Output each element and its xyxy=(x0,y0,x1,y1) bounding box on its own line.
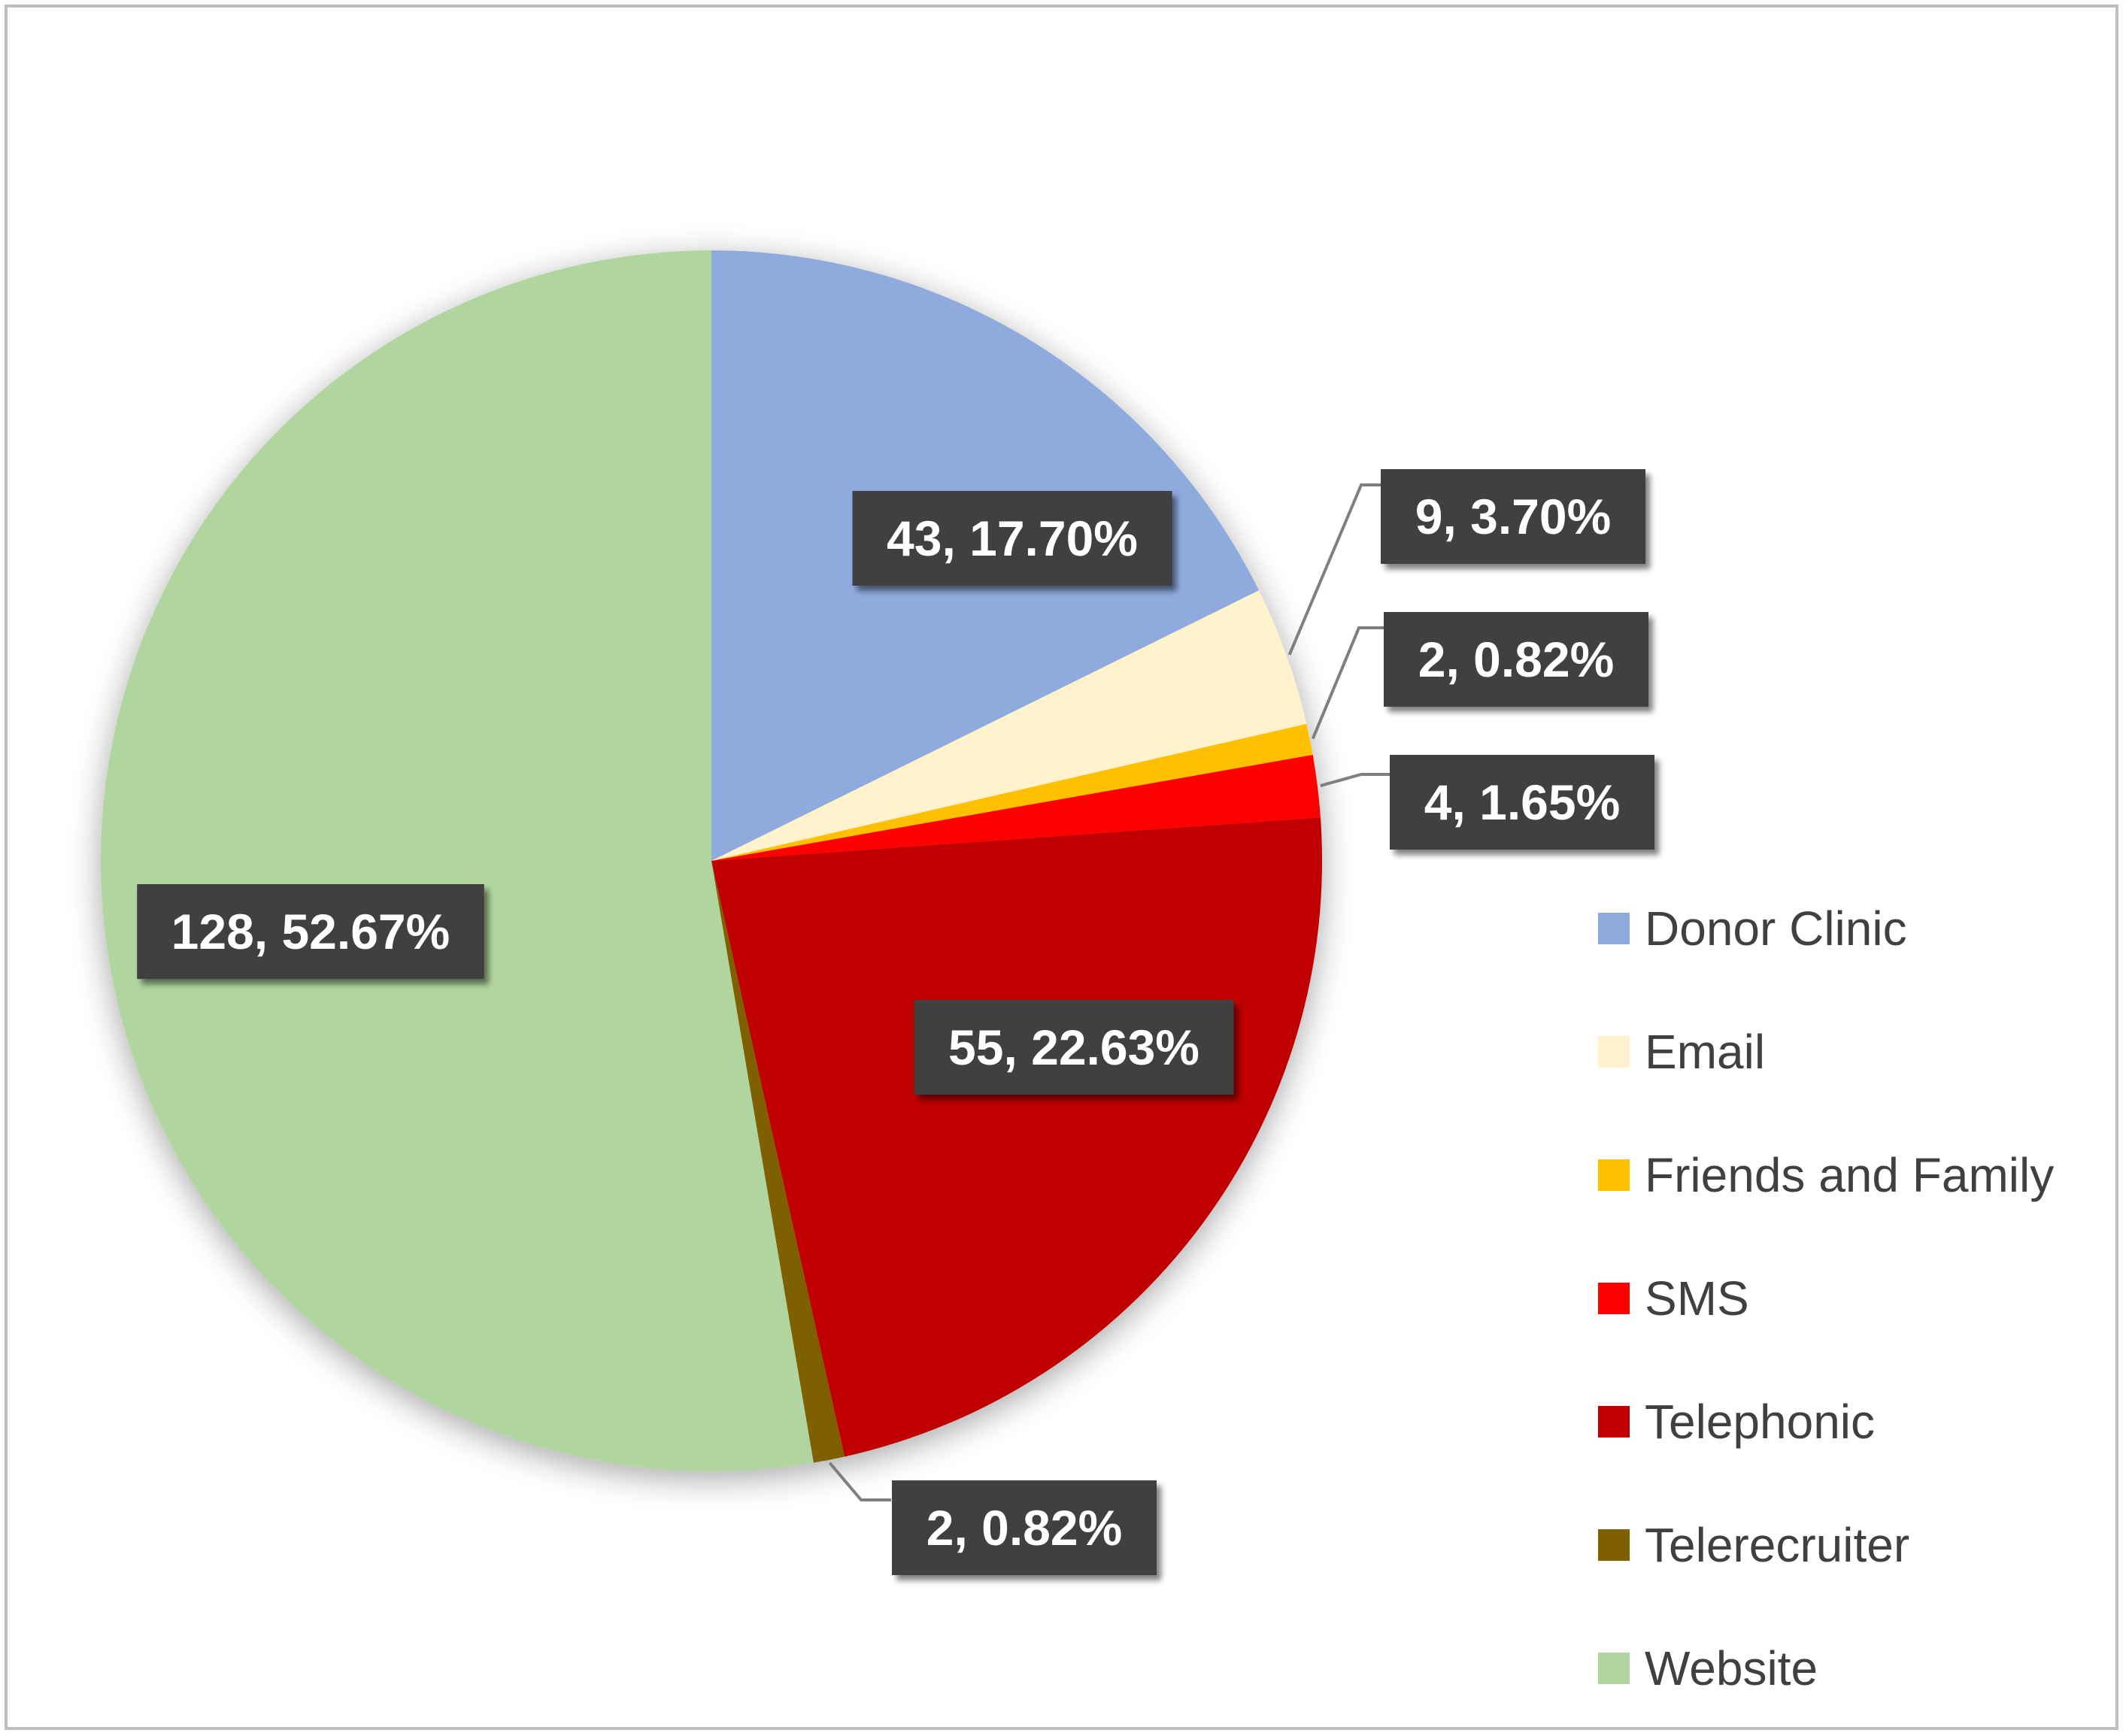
data-label-box xyxy=(1381,469,1645,564)
legend-item-website: Website xyxy=(1598,1641,1818,1695)
legend-swatch xyxy=(1598,1653,1630,1684)
legend-label: Donor Clinic xyxy=(1645,901,1907,956)
leader-line-sms xyxy=(1320,773,1395,787)
data-label-text: 128, 52.67% xyxy=(171,904,450,959)
legend-item-telephonic: Telephonic xyxy=(1598,1395,1875,1449)
legend-swatch xyxy=(1598,1529,1630,1561)
data-label-box xyxy=(137,884,484,979)
legend-item-sms: SMS xyxy=(1598,1271,1749,1325)
pie-slice-email xyxy=(711,590,1307,861)
leader-line-telerecruiter xyxy=(828,1462,891,1501)
legend-label: SMS xyxy=(1645,1271,1749,1325)
data-label-telephonic: 55, 22.63% xyxy=(914,1000,1234,1095)
legend-swatch xyxy=(1598,1406,1630,1438)
pie-slice-friends-and-family xyxy=(711,723,1313,861)
data-label-email: 9, 3.70% xyxy=(1381,469,1645,564)
data-label-donor-clinic: 43, 17.70% xyxy=(852,491,1172,586)
data-label-text: 43, 17.70% xyxy=(887,510,1138,566)
data-labels: 43, 17.70% 9, 3.70% 2, 0.82% 4, 1.65% 55, 22… xyxy=(137,469,1654,1575)
legend-swatch xyxy=(1598,1283,1630,1314)
leader-lines xyxy=(828,483,1395,1501)
pie-slice-website xyxy=(100,250,814,1472)
pie-slice-telephonic xyxy=(711,817,1322,1457)
data-label-telerecruiter: 2, 0.82% xyxy=(892,1480,1157,1575)
legend-label: Email xyxy=(1645,1025,1765,1079)
legend-item-email: Email xyxy=(1598,1025,1765,1079)
data-label-text: 55, 22.63% xyxy=(948,1019,1199,1075)
leader-line-email xyxy=(1287,483,1388,656)
data-label-text: 9, 3.70% xyxy=(1415,489,1612,544)
legend-item-telerecruiter: Telerecruiter xyxy=(1598,1518,1909,1572)
pie-slices xyxy=(100,250,1322,1472)
legend-label: Telephonic xyxy=(1645,1395,1875,1449)
legend-label: Telerecruiter xyxy=(1645,1518,1909,1572)
legend-swatch xyxy=(1598,1036,1630,1068)
data-label-box xyxy=(852,491,1172,586)
data-label-sms: 4, 1.65% xyxy=(1390,755,1654,850)
pie-slice-sms xyxy=(711,754,1321,861)
leader-line-friends-and-family xyxy=(1311,626,1388,740)
legend-swatch xyxy=(1598,1159,1630,1191)
legend-item-donor-clinic: Donor Clinic xyxy=(1598,901,1907,956)
pie-slice-telerecruiter xyxy=(711,861,845,1463)
legend-label: Friends and Family xyxy=(1645,1148,2054,1202)
data-label-box xyxy=(1384,612,1648,707)
data-label-text: 2, 0.82% xyxy=(927,1500,1123,1556)
legend-label: Website xyxy=(1645,1641,1818,1695)
legend: Donor Clinic Email Friends and Family SMS Te… xyxy=(1598,901,2054,1695)
data-label-box xyxy=(892,1480,1157,1575)
data-label-box xyxy=(1390,755,1654,850)
legend-swatch xyxy=(1598,913,1630,944)
data-label-text: 4, 1.65% xyxy=(1424,774,1621,830)
data-label-friends-and-family: 2, 0.82% xyxy=(1384,612,1648,707)
data-label-box xyxy=(914,1000,1234,1095)
legend-item-friends-and-family: Friends and Family xyxy=(1598,1148,2054,1202)
data-label-website: 128, 52.67% xyxy=(137,884,484,979)
data-label-text: 2, 0.82% xyxy=(1418,632,1615,687)
